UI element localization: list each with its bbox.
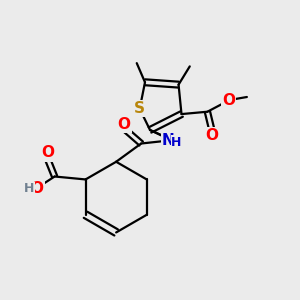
Text: H: H: [24, 182, 34, 195]
Text: O: O: [31, 181, 44, 196]
Text: S: S: [134, 101, 145, 116]
Text: O: O: [222, 93, 235, 108]
Text: H: H: [171, 136, 182, 148]
Text: O: O: [205, 128, 218, 143]
Text: O: O: [117, 117, 130, 132]
Text: O: O: [41, 146, 54, 160]
Text: N: N: [162, 133, 175, 148]
